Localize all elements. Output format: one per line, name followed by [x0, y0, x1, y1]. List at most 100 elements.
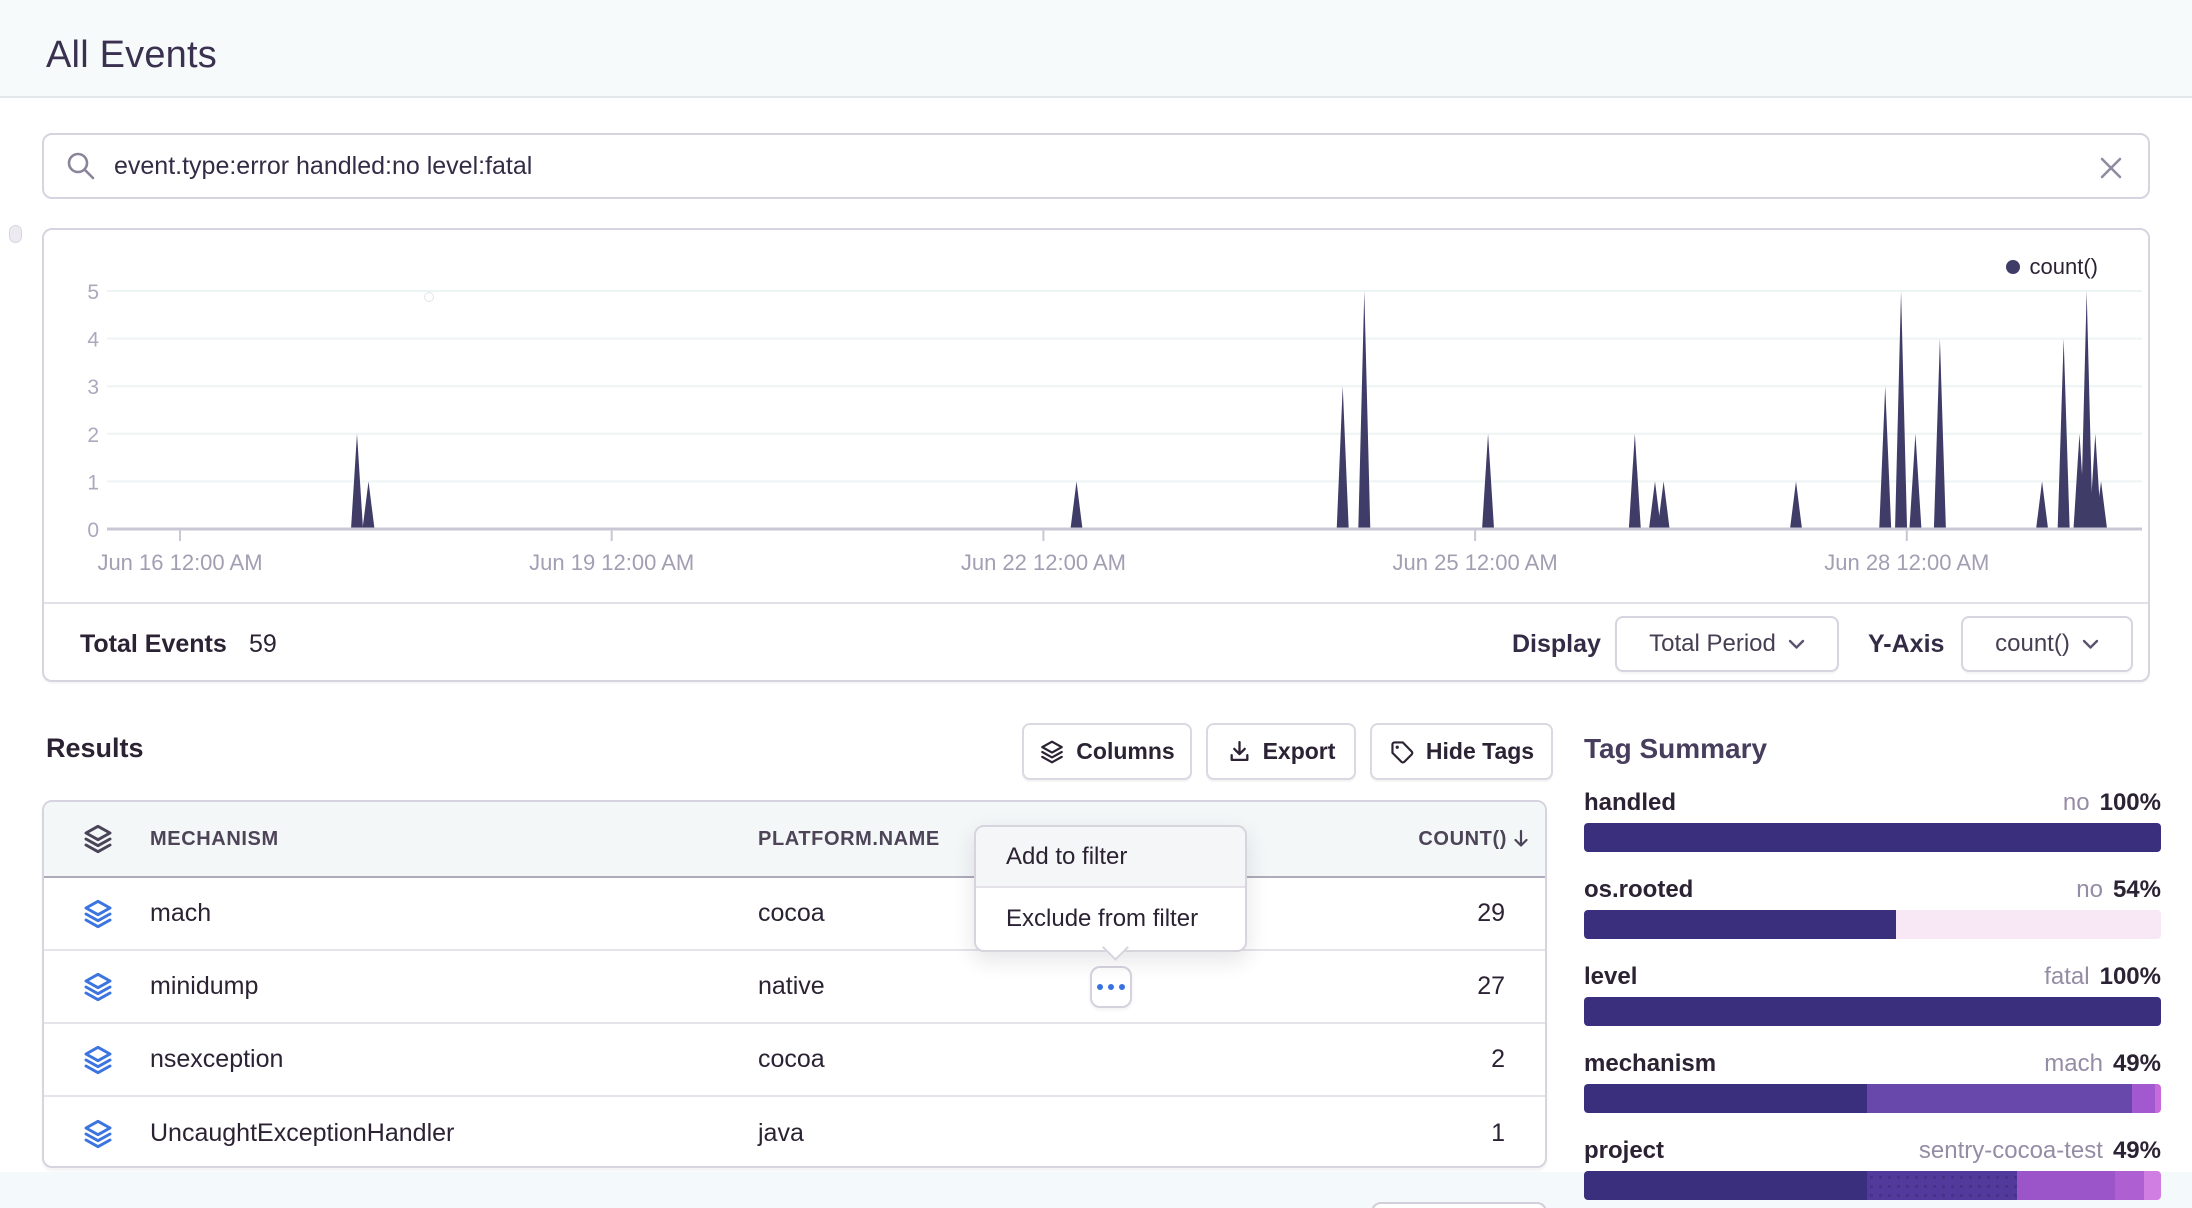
cell-count: 29	[1195, 899, 1545, 928]
table-row[interactable]: nsexception cocoa 2	[44, 1024, 1545, 1097]
cell-mechanism[interactable]: mach	[150, 899, 758, 928]
cell-platform[interactable]: java	[758, 1119, 1195, 1148]
search-clear-icon[interactable]	[2092, 149, 2130, 187]
svg-text:Jun 22 12:00 AM: Jun 22 12:00 AM	[961, 550, 1126, 575]
tag-distribution-bar[interactable]	[1584, 1084, 2161, 1113]
hide-tags-button-label: Hide Tags	[1426, 738, 1534, 765]
svg-text:Jun 19 12:00 AM: Jun 19 12:00 AM	[529, 550, 694, 575]
tag-bar-segment	[1584, 910, 1896, 939]
total-events-value: 59	[249, 630, 277, 659]
download-icon	[1227, 739, 1252, 764]
chart-legend[interactable]: count()	[2006, 254, 2098, 280]
tag-distribution-bar[interactable]	[1584, 997, 2161, 1026]
dot-icon	[1108, 984, 1114, 990]
display-dropdown-value: Total Period	[1649, 630, 1776, 658]
total-events-label: Total Events	[80, 630, 227, 659]
stack-icon	[44, 898, 150, 930]
sort-desc-icon	[1511, 828, 1531, 850]
tag-bar-segment	[2115, 1171, 2144, 1200]
tag-name: handled	[1584, 789, 2063, 817]
chart-footer: Total Events 59 Display Total Period Y-A…	[44, 602, 2148, 682]
tag-top-value: mach	[2044, 1050, 2103, 1078]
tag-percent: 100%	[2100, 789, 2161, 817]
tag-name: mechanism	[1584, 1050, 2044, 1078]
tag-distribution-bar[interactable]	[1584, 1171, 2161, 1200]
tag-icon	[1389, 739, 1415, 765]
cell-count: 2	[1195, 1045, 1545, 1074]
tag-distribution-bar[interactable]	[1584, 823, 2161, 852]
table-row[interactable]: minidump native 27	[44, 951, 1545, 1024]
tag-entry-level: level fatal 100%	[1584, 963, 2161, 1026]
cell-actions-menu: Add to filter Exclude from filter	[974, 825, 1247, 952]
table-row[interactable]: mach cocoa 29	[44, 878, 1545, 951]
all-events-page: All Events event.type:error handled:no l…	[0, 0, 2192, 1208]
hide-tags-button[interactable]: Hide Tags	[1370, 723, 1553, 780]
stack-icon	[44, 1044, 150, 1076]
tag-bar-segment	[2144, 1171, 2161, 1200]
stack-icon	[44, 1118, 150, 1150]
export-button-label: Export	[1263, 738, 1336, 765]
svg-text:3: 3	[87, 376, 99, 399]
table-row[interactable]: UncaughtExceptionHandler java 1	[44, 1097, 1545, 1168]
svg-text:5: 5	[87, 281, 99, 304]
display-label: Display	[1512, 630, 1601, 659]
tag-bar-segment	[1584, 1171, 1867, 1200]
events-spike-chart: 543210Jun 16 12:00 AMJun 19 12:00 AMJun …	[44, 230, 2148, 602]
menu-item-add-to-filter[interactable]: Add to filter	[976, 827, 1245, 888]
tag-top-value: no	[2063, 789, 2090, 817]
legend-label: count()	[2030, 254, 2098, 280]
tag-bar-segment	[2017, 1171, 2115, 1200]
tag-bar-segment	[2155, 1084, 2161, 1113]
export-button[interactable]: Export	[1206, 723, 1356, 780]
tag-top-value: sentry-cocoa-test	[1919, 1137, 2103, 1165]
cell-platform[interactable]: cocoa	[758, 1045, 1195, 1074]
tag-distribution-bar[interactable]	[1584, 910, 2161, 939]
yaxis-dropdown-value: count()	[1995, 630, 2070, 658]
chevron-down-icon	[2082, 639, 2099, 650]
tag-percent: 100%	[2100, 963, 2161, 991]
svg-text:1: 1	[87, 471, 99, 494]
cell-mechanism[interactable]: nsexception	[150, 1045, 758, 1074]
page-title: All Events	[46, 34, 217, 77]
column-header-count[interactable]: COUNT()	[1195, 828, 1545, 851]
tag-bar-segment	[1867, 1171, 2017, 1200]
column-header-count-label: COUNT()	[1418, 828, 1507, 851]
tag-entry-project: project sentry-cocoa-test 49%	[1584, 1137, 2161, 1200]
cell-mechanism[interactable]: UncaughtExceptionHandler	[150, 1119, 758, 1148]
cell-mechanism[interactable]: minidump	[150, 972, 758, 1001]
tag-bar-segment	[1584, 1084, 1867, 1113]
tag-name: project	[1584, 1137, 1919, 1165]
stack-icon	[44, 971, 150, 1003]
tag-entry-mechanism: mechanism mach 49%	[1584, 1050, 2161, 1113]
column-header-mechanism[interactable]: MECHANISM	[150, 828, 758, 851]
tag-entry-handled: handled no 100%	[1584, 789, 2161, 852]
legend-dot-icon	[2006, 260, 2020, 274]
tag-name: level	[1584, 963, 2044, 991]
pagination-buttons-partial[interactable]	[1371, 1202, 1547, 1208]
search-input[interactable]: event.type:error handled:no level:fatal	[114, 152, 2148, 181]
display-dropdown[interactable]: Total Period	[1615, 616, 1839, 672]
svg-text:Jun 16 12:00 AM: Jun 16 12:00 AM	[97, 550, 262, 575]
tag-top-value: no	[2076, 876, 2103, 904]
tag-percent: 49%	[2113, 1050, 2161, 1078]
dot-icon	[1097, 984, 1103, 990]
chart-artifact-circle	[424, 292, 434, 302]
results-table: MECHANISM PLATFORM.NAME COUNT() mach coc…	[42, 800, 1547, 1168]
svg-text:2: 2	[87, 424, 99, 447]
tag-bar-segment	[1896, 910, 2161, 939]
cell-count: 1	[1195, 1119, 1545, 1148]
drag-handle[interactable]	[9, 225, 22, 243]
tag-summary: Tag Summary handled no 100% os.rooted no…	[1584, 733, 2161, 1208]
cell-actions-button[interactable]	[1090, 966, 1132, 1008]
columns-button[interactable]: Columns	[1022, 723, 1192, 780]
tag-bar-segment	[1584, 997, 2161, 1026]
tag-bar-segment	[1584, 823, 2161, 852]
yaxis-label: Y-Axis	[1868, 630, 1944, 659]
events-chart-panel: 543210Jun 16 12:00 AMJun 19 12:00 AMJun …	[42, 228, 2150, 682]
svg-text:0: 0	[87, 519, 99, 542]
table-header-row: MECHANISM PLATFORM.NAME COUNT()	[44, 802, 1545, 878]
search-bar[interactable]: event.type:error handled:no level:fatal	[42, 133, 2150, 199]
yaxis-dropdown[interactable]: count()	[1961, 616, 2133, 672]
results-title: Results	[46, 733, 144, 764]
search-icon	[64, 149, 98, 183]
